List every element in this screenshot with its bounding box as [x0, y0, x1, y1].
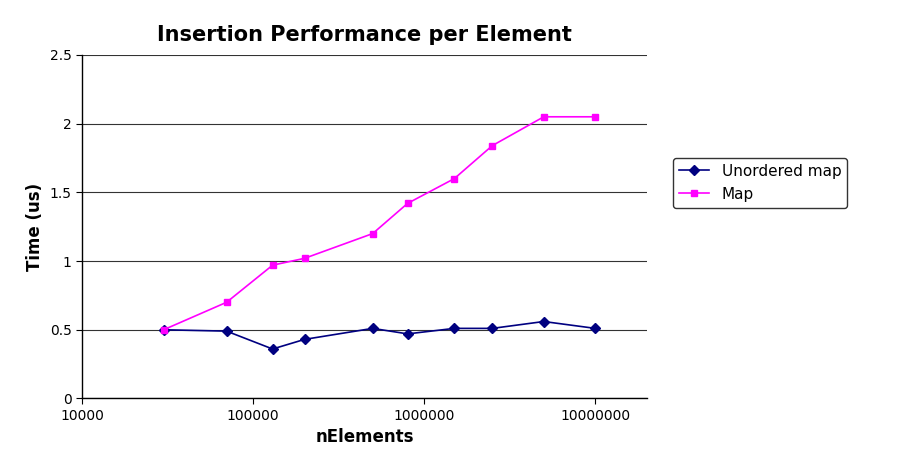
Legend: Unordered map, Map: Unordered map, Map — [672, 158, 847, 208]
Unordered map — [221, 328, 232, 334]
Map — [538, 114, 549, 120]
Unordered map — [159, 327, 169, 333]
X-axis label: nElements: nElements — [315, 428, 414, 447]
Unordered map — [449, 326, 460, 331]
Map — [299, 256, 310, 261]
Map — [221, 300, 232, 305]
Map — [267, 262, 278, 268]
Line: Unordered map: Unordered map — [160, 318, 599, 353]
Unordered map — [589, 326, 600, 331]
Map — [159, 327, 169, 333]
Map — [449, 176, 460, 181]
Unordered map — [267, 346, 278, 352]
Line: Map: Map — [160, 113, 599, 333]
Unordered map — [402, 331, 413, 337]
Unordered map — [367, 326, 378, 331]
Unordered map — [299, 337, 310, 342]
Unordered map — [486, 326, 497, 331]
Map — [589, 114, 600, 120]
Map — [402, 201, 413, 206]
Unordered map — [538, 319, 549, 324]
Y-axis label: Time (us): Time (us) — [26, 183, 44, 271]
Map — [486, 143, 497, 148]
Map — [367, 231, 378, 236]
Title: Insertion Performance per Element: Insertion Performance per Element — [157, 25, 572, 45]
